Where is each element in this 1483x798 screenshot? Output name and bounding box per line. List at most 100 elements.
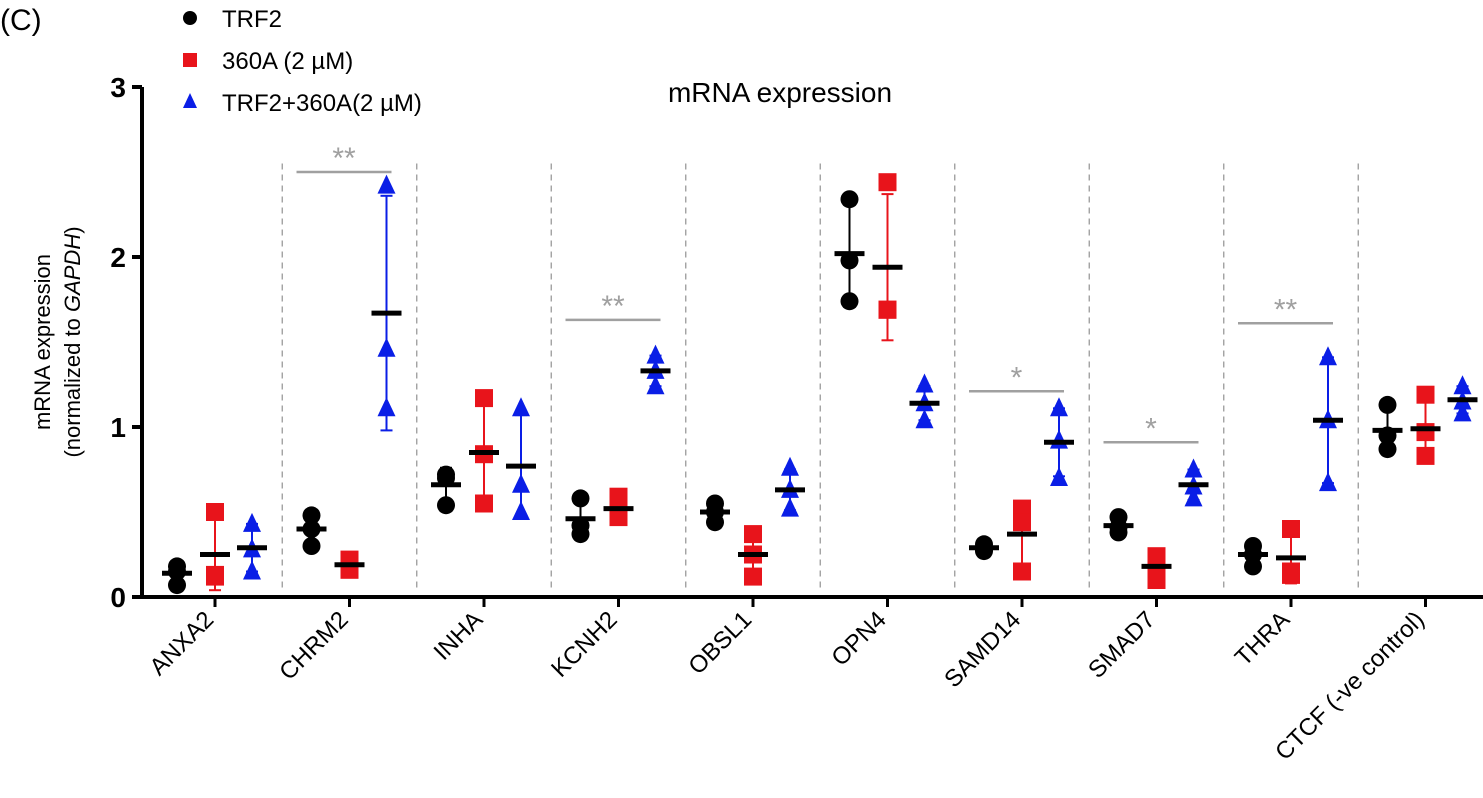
data-point xyxy=(377,337,396,357)
x-tick-label: CHRM2 xyxy=(274,606,353,685)
significance-label: ** xyxy=(332,142,356,175)
data-group xyxy=(1141,547,1172,589)
data-group xyxy=(162,557,192,595)
data-point xyxy=(878,173,897,192)
x-tick-label: OPN4 xyxy=(826,606,891,671)
data-group xyxy=(909,373,940,429)
data-point xyxy=(706,513,724,532)
y-tick-label: 2 xyxy=(110,242,126,273)
y-axis-label-prefix: (normalized to xyxy=(60,312,85,458)
data-point xyxy=(915,373,934,393)
data-point xyxy=(1013,499,1031,518)
data-group xyxy=(1007,499,1037,581)
y-tick-label: 0 xyxy=(110,582,126,613)
data-group xyxy=(1410,385,1441,465)
data-group xyxy=(431,465,461,515)
data-point xyxy=(1147,571,1166,589)
x-tick-label: THRA xyxy=(1230,606,1295,671)
legend-marker xyxy=(183,11,197,25)
data-point xyxy=(609,508,628,527)
x-tick-label: SAMD14 xyxy=(939,606,1026,693)
x-tick-label: ANXA2 xyxy=(144,606,219,681)
data-point xyxy=(840,292,859,311)
y-tick-label: 1 xyxy=(110,412,126,443)
data-point xyxy=(1378,395,1397,414)
data-group xyxy=(469,389,499,513)
data-group xyxy=(834,190,865,311)
x-tick-label: CTCF (-ve control) xyxy=(1270,606,1430,766)
y-axis-label-suffix: ) xyxy=(60,226,85,233)
data-point xyxy=(206,567,224,586)
legend: TRF2 360A (2 µM) TRF2+360A(2 µM) xyxy=(183,6,422,117)
data-point xyxy=(1416,385,1435,404)
data-group xyxy=(969,535,999,561)
significance-label: * xyxy=(1145,412,1157,445)
data-group xyxy=(738,525,768,586)
data-point xyxy=(975,542,993,561)
data-group xyxy=(872,173,903,342)
data-group xyxy=(1276,520,1306,585)
data-point xyxy=(1282,520,1300,538)
x-tick-label: INHA xyxy=(429,606,489,666)
x-tick-label: OBSL1 xyxy=(683,606,757,680)
x-tick-label: SMAD7 xyxy=(1083,606,1161,684)
data-point xyxy=(1013,513,1031,532)
legend-marker xyxy=(183,53,197,67)
data-group xyxy=(700,494,730,532)
data-point xyxy=(1050,429,1068,449)
significance-label: ** xyxy=(1274,293,1298,326)
data-point xyxy=(609,487,628,506)
data-point xyxy=(377,174,396,194)
data-point xyxy=(512,501,530,520)
data-group xyxy=(1238,537,1268,576)
legend-label: TRF2+360A(2 µM) xyxy=(222,90,422,117)
data-point xyxy=(206,503,224,521)
data-point xyxy=(243,560,261,580)
x-tick-label: KCNH2 xyxy=(546,606,623,683)
chart-title: mRNA expression xyxy=(668,77,892,108)
data-group xyxy=(565,489,596,544)
data-point xyxy=(915,409,934,429)
data-group xyxy=(1044,397,1074,486)
legend-marker xyxy=(183,93,197,108)
data-group xyxy=(200,503,230,592)
data-point xyxy=(1378,440,1397,459)
y-axis-label: mRNA expression (normalized to GAPDH) xyxy=(30,226,85,457)
data-group xyxy=(1447,375,1478,422)
data-point xyxy=(1184,458,1203,478)
data-point xyxy=(1416,446,1435,465)
y-axis-label-line1: mRNA expression xyxy=(30,254,55,430)
y-tick-label: 3 xyxy=(110,72,126,103)
significance-label: * xyxy=(1011,361,1023,394)
data-point xyxy=(1050,397,1068,417)
legend-label: TRF2 xyxy=(222,6,282,33)
y-axis-label-line2: (normalized to GAPDH) xyxy=(60,226,85,457)
data-point xyxy=(744,567,762,586)
data-group xyxy=(371,174,402,432)
data-point xyxy=(1244,557,1262,576)
data-point xyxy=(1416,423,1435,442)
data-point xyxy=(840,190,859,209)
data-point xyxy=(646,344,665,364)
data-group xyxy=(506,397,536,520)
data-point xyxy=(781,456,799,476)
significance-label: ** xyxy=(601,290,625,323)
data-point xyxy=(1013,562,1031,581)
data-point xyxy=(571,489,590,508)
legend-label: 360A (2 µM) xyxy=(222,48,353,75)
data-point xyxy=(646,375,665,395)
data-group xyxy=(1313,346,1343,492)
data-point xyxy=(1453,375,1472,395)
data-group xyxy=(296,506,327,555)
data-point xyxy=(475,494,493,513)
data-point xyxy=(781,497,799,517)
data-point xyxy=(1319,472,1337,492)
data-point xyxy=(302,537,321,555)
plot-area: 0 1 2 3 ANXA2 CHRM2 INHA KCNH2 OBSL1 OPN4 SAMD14 SM… xyxy=(110,72,1483,766)
data-group xyxy=(775,456,805,517)
data-point xyxy=(302,506,321,525)
data-point xyxy=(377,397,396,417)
data-point xyxy=(475,389,493,408)
data-group xyxy=(237,512,267,580)
